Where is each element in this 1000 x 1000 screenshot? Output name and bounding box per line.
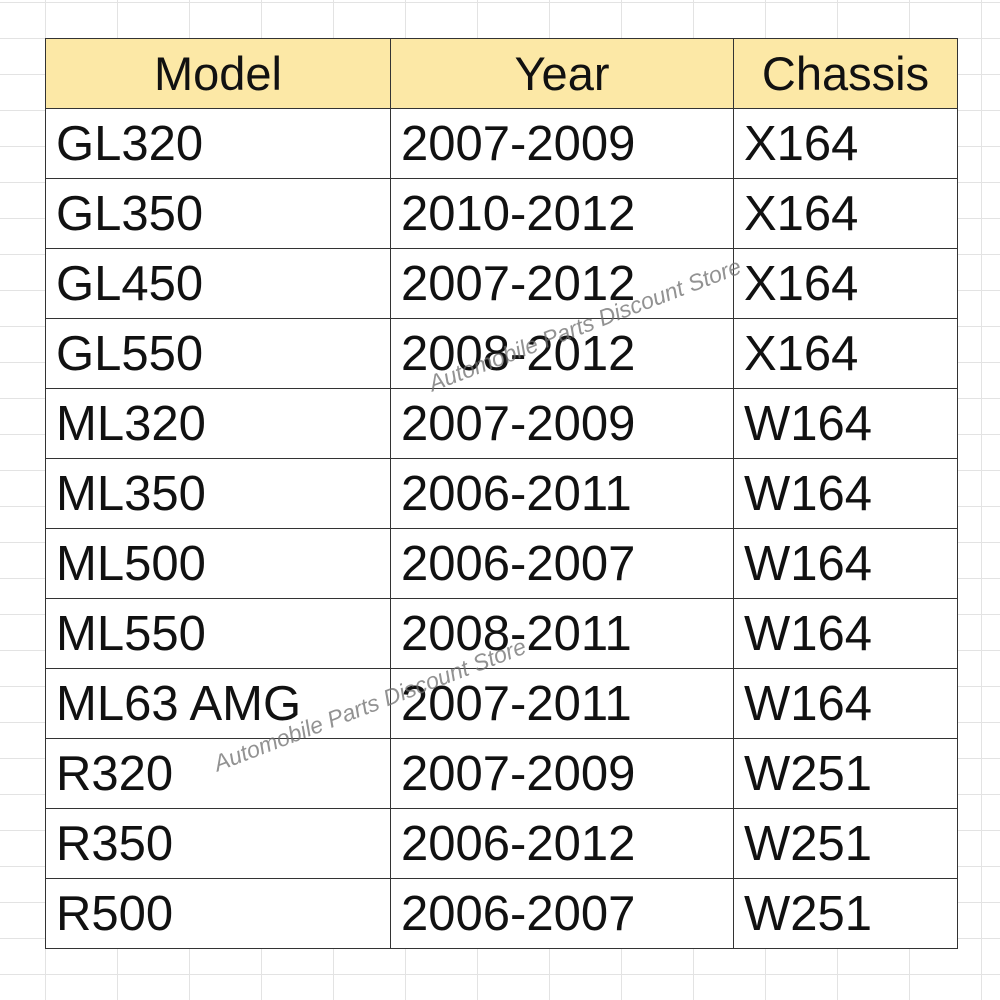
table-cell: R500 (45, 878, 391, 949)
table-cell: 2007-2009 (390, 108, 734, 179)
table-cell: R350 (45, 808, 391, 879)
table-row: ML500 2006-2007 W164 (45, 528, 958, 599)
spreadsheet-table: Model Year Chassis GL320 2007-2009 X164 GL350… (45, 38, 958, 949)
table-row: ML350 2006-2011 W164 (45, 458, 958, 529)
table-cell: GL320 (45, 108, 391, 179)
table-cell: 2007-2009 (390, 388, 734, 459)
table-row: ML63 AMG 2007-2011 W164 (45, 668, 958, 739)
table-cell: ML320 (45, 388, 391, 459)
table-cell: W164 (733, 668, 958, 739)
table-row: GL450 2007-2012 X164 (45, 248, 958, 319)
table-cell: GL550 (45, 318, 391, 389)
header-row: Model Year Chassis (45, 38, 958, 109)
table-cell: 2007-2009 (390, 738, 734, 809)
table-row: R320 2007-2009 W251 (45, 738, 958, 809)
table-cell: 2006-2007 (390, 878, 734, 949)
table-row: R500 2006-2007 W251 (45, 878, 958, 949)
table-cell: GL450 (45, 248, 391, 319)
table-row: R350 2006-2012 W251 (45, 808, 958, 879)
table-cell: 2006-2011 (390, 458, 734, 529)
header-cell: Model (45, 38, 391, 109)
table-cell: X164 (733, 108, 958, 179)
table-cell: GL350 (45, 178, 391, 249)
table-row: GL320 2007-2009 X164 (45, 108, 958, 179)
table-body: GL320 2007-2009 X164 GL350 2010-2012 X164 GL45… (45, 108, 958, 949)
table-cell: W251 (733, 738, 958, 809)
table-cell: 2010-2012 (390, 178, 734, 249)
table-cell: W251 (733, 878, 958, 949)
table-cell: W164 (733, 528, 958, 599)
table-cell: ML350 (45, 458, 391, 529)
table-cell: W251 (733, 808, 958, 879)
table-cell: 2008-2011 (390, 598, 734, 669)
table-cell: ML550 (45, 598, 391, 669)
table-cell: 2007-2012 (390, 248, 734, 319)
table-cell: X164 (733, 248, 958, 319)
table-cell: X164 (733, 178, 958, 249)
table-cell: W164 (733, 388, 958, 459)
table-cell: ML63 AMG (45, 668, 391, 739)
table-cell: 2007-2011 (390, 668, 734, 739)
table-row: GL350 2010-2012 X164 (45, 178, 958, 249)
table-row: ML550 2008-2011 W164 (45, 598, 958, 669)
table-cell: W164 (733, 458, 958, 529)
header-cell: Chassis (733, 38, 958, 109)
table-cell: R320 (45, 738, 391, 809)
table-cell: X164 (733, 318, 958, 389)
header-cell: Year (390, 38, 734, 109)
table-cell: 2006-2012 (390, 808, 734, 879)
table-cell: 2008-2012 (390, 318, 734, 389)
table-cell: ML500 (45, 528, 391, 599)
table-cell: W164 (733, 598, 958, 669)
table-cell: 2006-2007 (390, 528, 734, 599)
table-row: ML320 2007-2009 W164 (45, 388, 958, 459)
